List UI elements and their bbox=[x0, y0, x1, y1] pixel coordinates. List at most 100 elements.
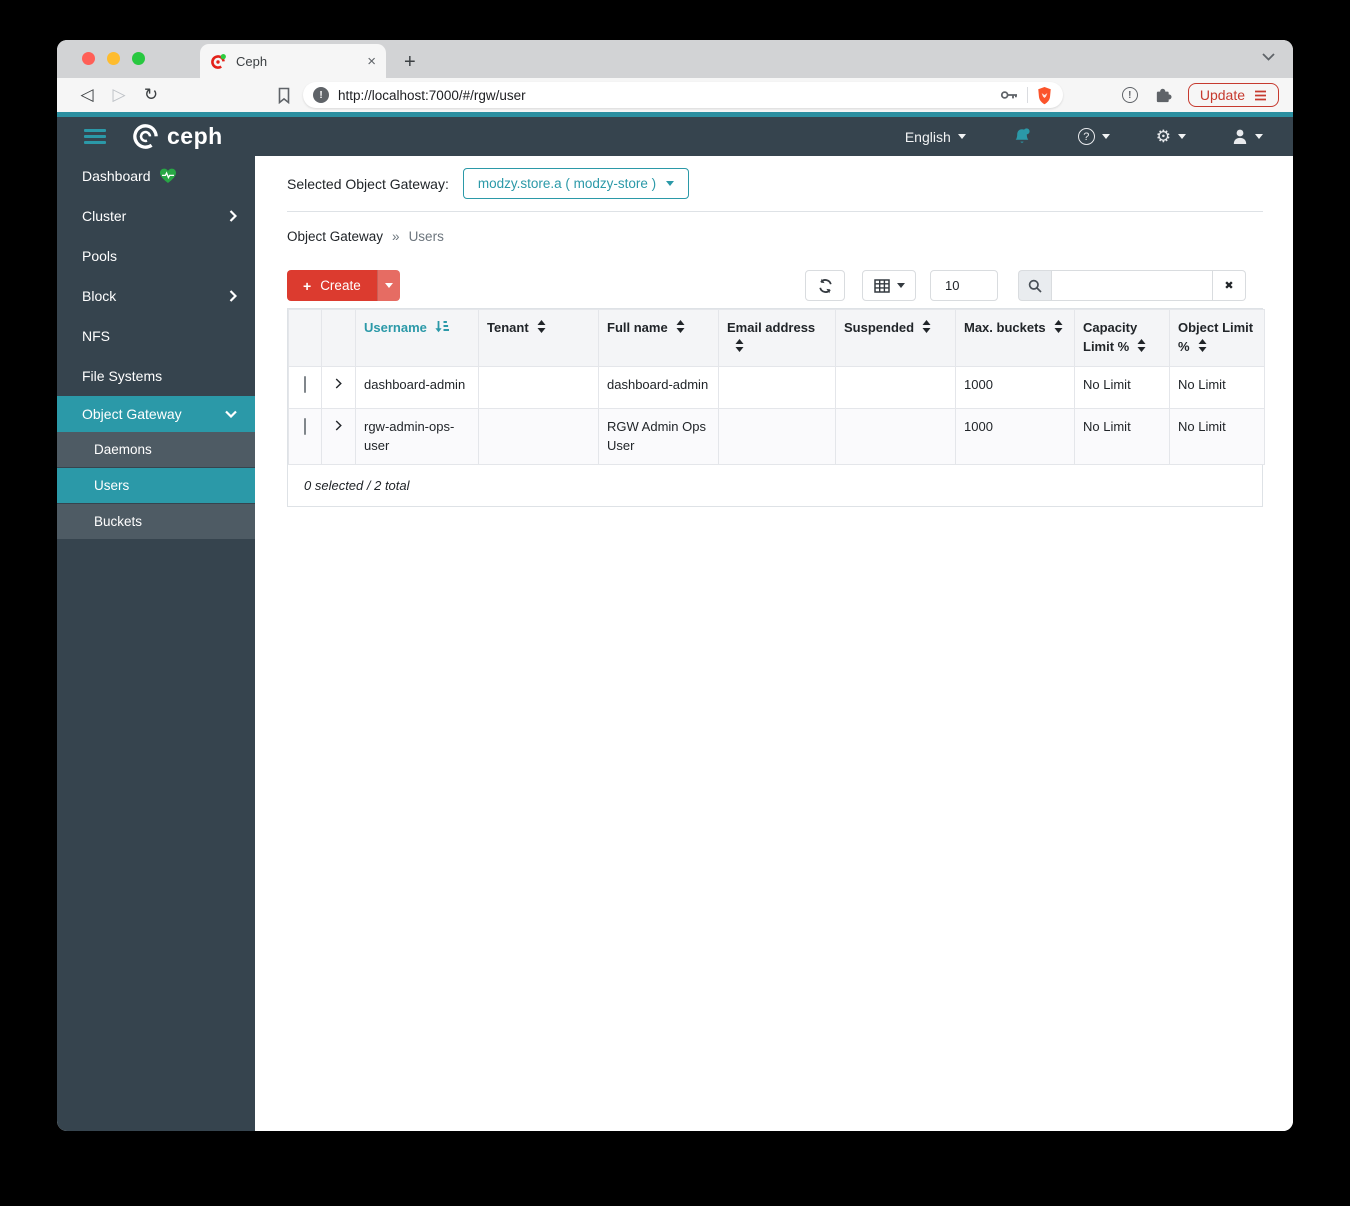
page-size-input[interactable] bbox=[930, 270, 998, 301]
gear-icon: ⚙ bbox=[1155, 127, 1171, 146]
chevron-down-icon bbox=[1178, 134, 1186, 139]
row-checkbox[interactable] bbox=[304, 375, 306, 393]
sidebar-item-nfs[interactable]: NFS bbox=[57, 316, 255, 356]
table-row[interactable]: dashboard-admin dashboard-admin 1000 No … bbox=[288, 365, 1265, 409]
navbar-right: English ? ⚙ bbox=[905, 127, 1263, 147]
alert-circle-icon[interactable]: ! bbox=[1121, 87, 1138, 103]
sidebar-item-dashboard[interactable]: Dashboard bbox=[57, 156, 255, 196]
extensions-puzzle-icon[interactable] bbox=[1154, 86, 1172, 104]
section-divider bbox=[287, 211, 1263, 212]
sidebar-subitem-users[interactable]: Users bbox=[57, 468, 255, 503]
clear-search-button[interactable]: ✖ bbox=[1213, 270, 1246, 301]
tab-search-chevron-icon[interactable] bbox=[1262, 53, 1275, 61]
ceph-favicon-icon bbox=[211, 53, 226, 69]
tab-ceph[interactable]: Ceph × bbox=[200, 44, 386, 78]
ceph-logo[interactable]: ceph bbox=[130, 121, 223, 152]
column-header-tenant[interactable]: Tenant bbox=[478, 309, 599, 367]
brand-name: ceph bbox=[167, 123, 223, 149]
sidebar-item-file-systems[interactable]: File Systems bbox=[57, 356, 255, 396]
cell-capacity-limit: No Limit bbox=[1074, 365, 1170, 409]
help-dropdown[interactable]: ? bbox=[1077, 128, 1110, 145]
column-visibility-button[interactable] bbox=[862, 270, 916, 301]
selection-status: 0 selected / 2 total bbox=[288, 465, 1262, 507]
sidebar-item-label: Block bbox=[82, 288, 117, 304]
sidebar-item-pools[interactable]: Pools bbox=[57, 236, 255, 276]
urlbar-divider bbox=[1027, 87, 1028, 103]
column-header-email[interactable]: Email address bbox=[718, 309, 836, 367]
cell-object-limit: No Limit bbox=[1169, 407, 1265, 466]
brave-shield-icon[interactable] bbox=[1036, 86, 1053, 105]
new-tab-button[interactable]: + bbox=[404, 51, 416, 73]
maximize-window-button[interactable] bbox=[132, 52, 145, 65]
row-checkbox[interactable] bbox=[304, 417, 306, 435]
subitem-label: Daemons bbox=[94, 442, 152, 457]
search-input[interactable] bbox=[1051, 270, 1213, 301]
sort-icon bbox=[1198, 338, 1207, 352]
chevron-down-icon bbox=[225, 410, 237, 418]
breadcrumb-parent: Object Gateway bbox=[287, 229, 384, 244]
sidebar-subitem-daemons[interactable]: Daemons bbox=[57, 432, 255, 467]
expand-header bbox=[321, 309, 356, 367]
gateway-select-value: modzy.store.a ( modzy-store ) bbox=[477, 176, 657, 191]
browser-menu-icon bbox=[1255, 90, 1266, 100]
table-toolbar: + Create bbox=[287, 270, 1263, 301]
create-dropdown-toggle[interactable] bbox=[376, 270, 400, 301]
user-dropdown[interactable] bbox=[1232, 128, 1263, 145]
tab-close-icon[interactable]: × bbox=[367, 52, 376, 70]
column-header-capacity-limit[interactable]: Capacity Limit % bbox=[1074, 309, 1170, 367]
back-button[interactable]: ◁ bbox=[80, 85, 94, 104]
health-heartbeat-icon bbox=[159, 168, 176, 183]
users-table: Username Tenant bbox=[288, 309, 1265, 466]
notifications-bell-icon[interactable] bbox=[1012, 127, 1032, 147]
table-row[interactable]: rgw-admin-ops-user RGW Admin Ops User 10… bbox=[288, 407, 1265, 466]
sidebar-item-label: NFS bbox=[82, 328, 110, 344]
create-split-button: + Create bbox=[287, 270, 400, 301]
sidebar-toggle-icon[interactable] bbox=[84, 129, 106, 144]
sidebar-item-cluster[interactable]: Cluster bbox=[57, 196, 255, 236]
site-info-icon[interactable]: ! bbox=[313, 87, 329, 103]
sidebar-subitem-buckets[interactable]: Buckets bbox=[57, 504, 255, 539]
language-label: English bbox=[904, 128, 951, 145]
cell-tenant bbox=[478, 407, 599, 466]
address-bar[interactable]: ! http://localhost:7000/#/rgw/user bbox=[303, 82, 1063, 108]
breadcrumb-current: Users bbox=[408, 229, 444, 244]
reload-button[interactable]: ↻ bbox=[143, 85, 159, 104]
close-window-button[interactable] bbox=[82, 52, 95, 65]
password-key-icon[interactable] bbox=[1000, 87, 1019, 103]
column-header-max-buckets[interactable]: Max. buckets bbox=[955, 309, 1075, 367]
update-browser-button[interactable]: Update bbox=[1187, 83, 1279, 107]
sidebar-item-label: File Systems bbox=[82, 368, 163, 384]
chevron-down-icon bbox=[384, 283, 393, 288]
refresh-button[interactable] bbox=[805, 270, 845, 301]
minimize-window-button[interactable] bbox=[107, 52, 120, 65]
plus-icon: + bbox=[303, 277, 312, 294]
create-label: Create bbox=[320, 278, 361, 293]
sidebar-item-object-gateway[interactable]: Object Gateway bbox=[57, 396, 255, 432]
url-text[interactable]: http://localhost:7000/#/rgw/user bbox=[338, 87, 526, 103]
chevron-down-icon bbox=[666, 181, 675, 186]
column-header-username[interactable]: Username bbox=[355, 309, 479, 367]
gateway-select-dropdown[interactable]: modzy.store.a ( modzy-store ) bbox=[462, 168, 690, 199]
column-header-full-name[interactable]: Full name bbox=[598, 309, 719, 367]
expand-row-icon[interactable] bbox=[335, 420, 342, 431]
search-icon bbox=[1018, 270, 1051, 301]
chevron-right-icon bbox=[229, 290, 237, 302]
sort-icon bbox=[676, 320, 685, 333]
column-header-object-limit[interactable]: Object Limit % bbox=[1169, 309, 1265, 367]
bookmark-icon[interactable] bbox=[277, 87, 291, 104]
expand-row-icon[interactable] bbox=[335, 378, 342, 389]
search-group: ✖ bbox=[1018, 270, 1246, 301]
chevron-down-icon bbox=[1101, 134, 1110, 139]
cell-full-name: RGW Admin Ops User bbox=[598, 407, 719, 466]
sidebar-item-block[interactable]: Block bbox=[57, 276, 255, 316]
column-header-suspended[interactable]: Suspended bbox=[835, 309, 956, 367]
breadcrumb: Object Gateway » Users bbox=[287, 229, 1263, 244]
main-content: Selected Object Gateway: modzy.store.a (… bbox=[255, 156, 1293, 1131]
cell-email bbox=[718, 407, 836, 466]
select-all-header bbox=[288, 309, 322, 367]
create-button[interactable]: + Create bbox=[287, 270, 377, 301]
cell-email bbox=[718, 365, 836, 409]
language-dropdown[interactable]: English bbox=[905, 129, 966, 145]
update-label: Update bbox=[1199, 87, 1245, 103]
settings-dropdown[interactable]: ⚙ bbox=[1156, 128, 1186, 145]
